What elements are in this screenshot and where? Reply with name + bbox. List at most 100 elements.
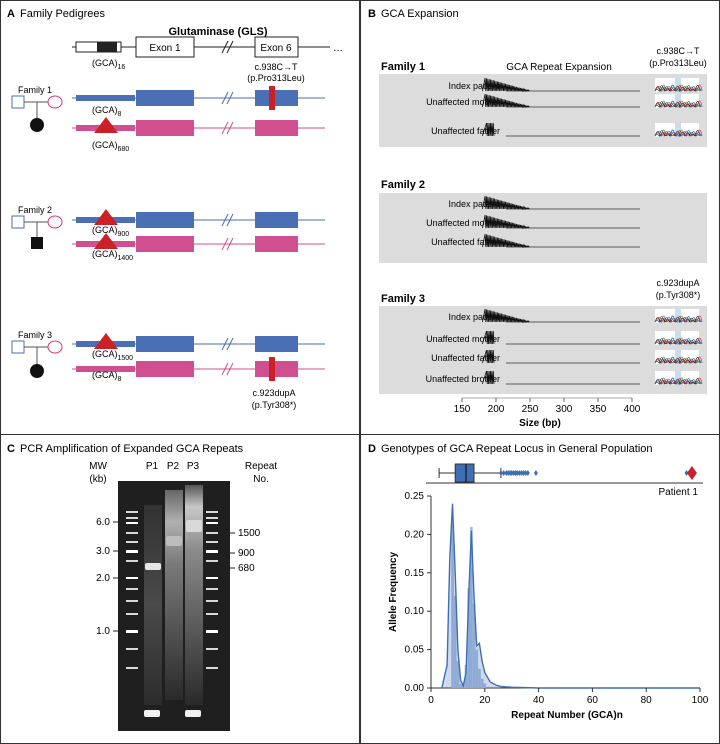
family1-allele2-exon6 — [255, 120, 298, 136]
b-x-tick-1: 200 — [488, 404, 505, 415]
b-family3-mut-line1: c.923dupA — [656, 278, 699, 288]
panel-c: C PCR Amplification of Expanded GCA Repe… — [7, 443, 277, 731]
family1-allele2-label: (GCA)680 — [92, 140, 129, 153]
patient1-marker — [686, 466, 697, 480]
family3-dup-mutation — [269, 357, 275, 381]
histogram-bar-11 — [480, 678, 484, 688]
b-family1-mut-line2: (p.Pro313Leu) — [649, 58, 707, 68]
panel-d-title: Genotypes of GCA Repeat Locus in General… — [381, 443, 653, 455]
histogram-bar-8 — [472, 603, 476, 688]
family2-allele1-break — [221, 213, 234, 227]
family3-allele2-break — [221, 362, 234, 376]
gel-ladder-left — [126, 511, 138, 669]
b-family1-chromatogram-trace-1-0 — [654, 100, 700, 109]
family2-allele1-label: (GCA)900 — [92, 225, 129, 238]
ref-repeat-label: (GCA)16 — [92, 58, 125, 71]
b-family3-chromatogram-trace-2-1 — [654, 356, 701, 365]
b-family3-chromatogram-trace-2-0 — [654, 356, 700, 365]
b-family3-chromatogram-highlight-0 — [675, 309, 681, 323]
b-family1-chromatogram-highlight-0 — [675, 78, 681, 92]
repeat-label-line2: No. — [253, 474, 269, 485]
b-family3-chromatogram-trace-0-1 — [654, 315, 701, 324]
b-family1-mut-line1: c.938C→T — [656, 46, 700, 56]
b-trace-rows: Index patient Unaffected mother Unaffected… — [426, 77, 703, 386]
histogram-bar-6 — [467, 588, 470, 688]
mw-tick-2: 2.0 — [96, 573, 110, 584]
b-family3-chromatogram-highlight-3 — [675, 371, 681, 385]
family2-expansion-triangle-1 — [94, 209, 118, 225]
d-y-tick-0: 0.00 — [405, 683, 425, 694]
b-family2-row-label-1: Unaffected mother — [426, 218, 500, 228]
b-family3-chromatogram-trace-1-2 — [654, 337, 702, 346]
b-family3-mut-line2: (p.Tyr308*) — [656, 290, 701, 300]
gel-band-p1 — [145, 563, 161, 570]
mw-tick-1: 1.0 — [96, 626, 110, 637]
gel-lane-p3 — [185, 485, 203, 705]
gene-break — [221, 40, 234, 54]
family1-allele1-label: (GCA)8 — [92, 105, 122, 118]
boxplot-outlier-14 — [533, 470, 538, 476]
mw-label-line2: (kb) — [89, 474, 106, 485]
family3-allele1-label: (GCA)1500 — [92, 349, 133, 362]
b-family2-row-label-2: Unaffected father — [431, 237, 500, 247]
b-family3-row-label-3: Unaffected brother — [426, 374, 500, 384]
b-x-tick-0: 150 — [454, 404, 471, 415]
b-family1-chromatogram-highlight-2 — [675, 123, 681, 137]
b-family1-chromatogram-trace-1-2 — [654, 100, 702, 109]
boxplot-outlier-high — [684, 470, 689, 476]
b-family3-trace-0 — [482, 308, 530, 324]
panel-c-title: PCR Amplification of Expanded GCA Repeat… — [20, 443, 244, 455]
histogram-bar-12 — [483, 683, 487, 688]
d-x-tick-3: 60 — [587, 695, 599, 706]
b-family1-row-label-2: Unaffected father — [431, 126, 500, 136]
family1-allele1-utr — [76, 95, 135, 101]
mw-label-line1: MW — [89, 461, 107, 472]
family2-allele2-label: (GCA)1400 — [92, 249, 133, 262]
boxplot-outlier-8 — [515, 470, 520, 476]
repeat-tick-1500: 1500 — [238, 528, 261, 539]
gene-ellipsis: … — [333, 43, 343, 54]
b-family3-chromatogram-highlight-1 — [675, 331, 681, 345]
b-family1-chromatogram-trace-1-3 — [654, 100, 703, 109]
panel-d: D Genotypes of GCA Repeat Locus in Gener… — [368, 443, 709, 721]
b-family1-chromatogram-trace-2-3 — [654, 129, 703, 138]
b-family1-chromatogram-trace-0-2 — [654, 84, 702, 93]
gel-primer-band-p1 — [144, 710, 160, 717]
family1-mother-icon — [47, 95, 63, 109]
family3-mother-icon — [47, 340, 63, 354]
d-y-ticks: 0.00 0.05 0.10 0.15 0.20 0.25 — [405, 491, 431, 694]
b-family1-row-label-0: Index patient — [448, 81, 500, 91]
d-x-tick-5: 100 — [692, 695, 709, 706]
d-y-tick-4: 0.20 — [405, 529, 425, 540]
b-family1-label: Family 1 — [381, 61, 425, 73]
histogram-bar-5 — [464, 665, 468, 688]
boxplot-box — [454, 463, 475, 483]
d-y-tick-3: 0.15 — [405, 568, 425, 579]
panel-b-letter: B — [368, 8, 376, 20]
family2-patient-icon — [31, 237, 43, 249]
repeat-tick-900: 900 — [238, 548, 255, 559]
b-family3-chromatogram-trace-3-3 — [654, 377, 703, 386]
b-x-tick-5: 400 — [624, 404, 641, 415]
boxplot-outlier-12 — [523, 470, 528, 476]
family1-father-icon — [11, 95, 25, 109]
d-x-tick-0: 0 — [428, 695, 434, 706]
d-x-tick-4: 80 — [641, 695, 653, 706]
b-family3-row-label-2: Unaffected father — [431, 353, 500, 363]
panel-b-title: GCA Expansion — [381, 8, 459, 20]
gel-lane-p1 — [144, 505, 162, 705]
b-family3-chromatogram-highlight-2 — [675, 350, 681, 364]
b-family3-chromatogram-trace-3-1 — [654, 377, 701, 386]
b-family3-chromatogram-trace-0-2 — [654, 315, 702, 324]
b-family2-trace-2 — [482, 233, 530, 249]
b-family1-chromatogram-trace-2-2 — [654, 129, 702, 138]
histogram-bar-3 — [459, 684, 462, 688]
gene-gca-region — [97, 42, 117, 52]
b-family1-chromatogram-trace-0-0 — [654, 84, 700, 93]
b-family1-chromatogram-trace-2-1 — [654, 129, 701, 138]
family1-allele1-exon1 — [136, 90, 194, 106]
family2-mother-icon — [47, 215, 63, 229]
family1-allele1-exon6 — [255, 90, 298, 106]
d-y-tick-2: 0.10 — [405, 606, 425, 617]
b-family1-trace-0 — [482, 77, 530, 93]
